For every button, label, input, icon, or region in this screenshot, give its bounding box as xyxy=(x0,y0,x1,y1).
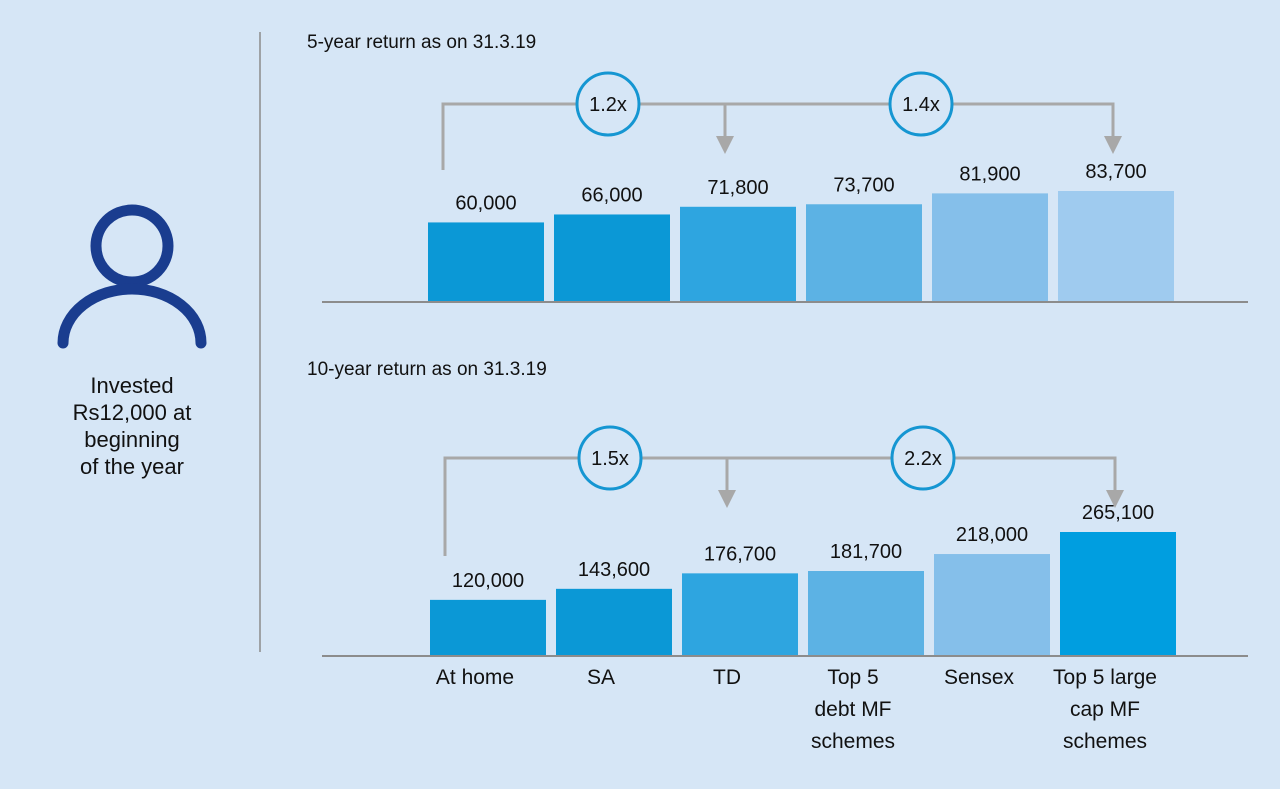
bar-10yr xyxy=(934,554,1050,656)
category-label: cap MF xyxy=(1070,698,1140,721)
bar-5yr xyxy=(932,193,1048,302)
bar-10yr xyxy=(1060,532,1176,656)
category-label: SA xyxy=(587,666,615,689)
arrow-head xyxy=(1104,136,1122,154)
value-label: 181,700 xyxy=(830,541,902,563)
multiplier-badge xyxy=(888,71,954,137)
category-label: debt MF xyxy=(814,698,891,721)
bar-5yr xyxy=(680,206,796,302)
caption-line: of the year xyxy=(80,454,184,479)
value-label: 176,700 xyxy=(704,543,776,565)
multiplier-badge xyxy=(575,71,641,137)
bar-5yr xyxy=(428,222,544,302)
person-icon xyxy=(57,204,207,349)
value-label: 120,000 xyxy=(452,570,524,592)
arrow-head xyxy=(716,136,734,154)
bar-5yr xyxy=(1058,191,1174,302)
value-label: 218,000 xyxy=(956,524,1028,546)
value-label: 73,700 xyxy=(833,174,894,196)
value-label: 143,600 xyxy=(578,559,650,581)
caption-line: beginning xyxy=(84,427,180,452)
value-label: 71,800 xyxy=(707,177,768,199)
caption-line: Invested xyxy=(90,373,174,398)
value-label: 81,900 xyxy=(959,163,1020,185)
category-label: Sensex xyxy=(944,666,1015,689)
category-label: Top 5 xyxy=(827,666,878,689)
bar-10yr xyxy=(682,573,798,656)
category-label: TD xyxy=(713,666,741,689)
bar-10yr xyxy=(556,588,672,656)
multiplier-label: 1.4x xyxy=(902,94,940,116)
value-label: 66,000 xyxy=(581,184,642,206)
investment-caption: Invested Rs12,000 at beginning of the ye… xyxy=(30,372,234,480)
value-label: 265,100 xyxy=(1082,502,1154,524)
bar-10yr xyxy=(430,599,546,656)
category-label: Top 5 large xyxy=(1053,666,1157,689)
chart-title: 10-year return as on 31.3.19 xyxy=(307,359,547,380)
arrow-head xyxy=(1106,490,1124,508)
value-label: 60,000 xyxy=(455,192,516,214)
caption-line: Rs12,000 at xyxy=(72,400,192,425)
category-label: At home xyxy=(436,666,514,689)
category-label: schemes xyxy=(1063,730,1147,753)
multiplier-badge xyxy=(890,425,956,491)
connector-line xyxy=(441,102,1115,170)
bar-5yr xyxy=(806,204,922,302)
arrow-head xyxy=(718,490,736,508)
multiplier-label: 2.2x xyxy=(904,448,942,470)
chart-title: 5-year return as on 31.3.19 xyxy=(307,32,536,53)
value-label: 83,700 xyxy=(1085,161,1146,183)
connector-line xyxy=(443,456,1117,556)
category-label: schemes xyxy=(811,730,895,753)
bar-5yr xyxy=(554,214,670,302)
multiplier-badge xyxy=(577,425,643,491)
multiplier-label: 1.2x xyxy=(589,94,627,116)
bar-10yr xyxy=(808,571,924,656)
multiplier-label: 1.5x xyxy=(591,448,629,470)
